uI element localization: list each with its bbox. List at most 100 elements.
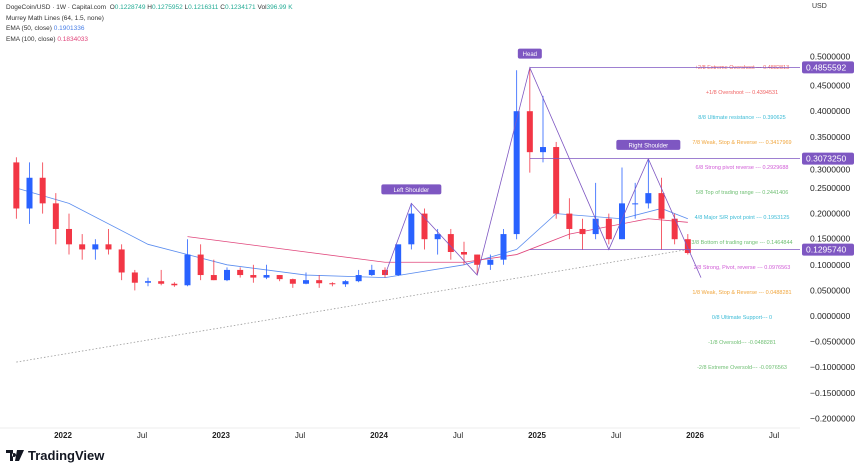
y-tick-label: 0.4000000 [810, 106, 850, 116]
candle-body [92, 244, 99, 250]
murrey-level-label: 5/8 Top of trading range --- 0.2441406 [696, 190, 789, 196]
ema100-label: EMA (100, close) [6, 35, 56, 43]
candle-body [487, 259, 494, 265]
close-label: C [220, 4, 225, 11]
candle-body [263, 275, 270, 278]
tradingview-logo[interactable]: TradingView [6, 448, 104, 463]
x-tick-label: 2023 [212, 431, 230, 440]
candle-body [39, 177, 46, 204]
candle-body [395, 244, 402, 276]
murrey-level-label: 3/8 Bottom of trading range --- 0.146484… [691, 240, 792, 246]
price-level-value: 0.1295740 [806, 245, 846, 255]
chart-legend: DogeCoin/USD · 1W · Capital.com O0.12287… [6, 3, 293, 45]
candle-body [474, 254, 481, 265]
brand-name: TradingView [28, 448, 105, 463]
symbol-title[interactable]: DogeCoin/USD · 1W · Capital.com [6, 4, 107, 11]
candle-body [329, 283, 336, 285]
symbol-ohlc-row: DogeCoin/USD · 1W · Capital.com O0.12287… [6, 3, 293, 14]
y-tick-label: −0.1000000 [810, 362, 855, 372]
candle-body [592, 218, 599, 235]
pattern-label: Right Shoulder [628, 143, 668, 149]
x-tick-label: 2022 [54, 431, 72, 440]
currency-label: USD [812, 3, 827, 10]
price-level-badge [802, 243, 854, 256]
price-level-badge [802, 61, 854, 74]
x-tick-label: Jul [611, 431, 621, 440]
candle-body [421, 213, 428, 240]
candle-body [303, 280, 309, 284]
y-tick-label: 0.1500000 [810, 234, 850, 244]
candle-body [684, 239, 691, 254]
indicator-ema100[interactable]: EMA (100, close) 0.1834033 [6, 35, 293, 46]
y-tick-label: 0.0000000 [810, 311, 850, 321]
pattern-label: Head [523, 52, 537, 58]
candle-body [579, 228, 586, 235]
murrey-level-label: +2/8 Extreme Overshoot --- 0.4882813 [695, 65, 789, 71]
head-shoulders-pattern [384, 66, 702, 278]
candle-body [645, 193, 652, 204]
candle-body [461, 252, 467, 255]
candle-body [224, 269, 230, 281]
y-tick-label: 0.5000000 [810, 51, 850, 61]
candle-body [158, 281, 165, 284]
murrey-level-label: -1/8 Oversold--- -0.0488281 [708, 340, 776, 346]
pattern-label-badge [616, 139, 681, 150]
murrey-level-label: +1/8 Overshoot --- 0.4394531 [706, 90, 778, 96]
candle-body [408, 213, 415, 245]
y-tick-label: −0.1500000 [810, 388, 855, 398]
y-tick-label: 0.3000000 [810, 165, 850, 175]
candle-body [605, 218, 612, 240]
x-tick-label: Jul [137, 431, 147, 440]
y-tick-label: 0.1000000 [810, 260, 850, 270]
high-value: 0.1275952 [152, 4, 183, 11]
candle-body [171, 283, 178, 286]
candle-body [118, 249, 125, 273]
low-value: 0.1216311 [188, 4, 219, 11]
candle-body [316, 280, 323, 284]
murrey-level-label: -2/8 Extreme Oversold--- -0.0976563 [697, 365, 787, 371]
murrey-level-label: 1/8 Weak, Stop & Reverse --- 0.0488281 [692, 290, 791, 296]
candle-body [250, 275, 257, 278]
candle-body [105, 244, 112, 250]
indicator-ema50[interactable]: EMA (50, close) 0.1901336 [6, 24, 293, 35]
ema50-line [16, 187, 688, 279]
low-label: L [184, 4, 189, 11]
candle-body [131, 272, 138, 283]
open-label: O [109, 4, 115, 11]
y-tick-label: −0.0500000 [810, 337, 855, 347]
volume-label: Vol [257, 4, 267, 11]
candle-body [619, 203, 625, 240]
x-tick-label: Jul [769, 431, 779, 440]
candle-body [79, 244, 86, 250]
ema100-value: 0.1834033 [57, 35, 89, 43]
price-level-value: 0.3073250 [806, 154, 846, 164]
open-value: 0.1228749 [114, 4, 146, 11]
candle-body [26, 177, 33, 209]
indicator-murrey[interactable]: Murrey Math Lines (64, 1.5, none) [6, 14, 104, 22]
y-tick-label: −0.2000000 [810, 413, 855, 423]
ema50-value: 0.1901336 [53, 25, 85, 32]
murrey-level-label: 8/8 Ultimate resistance --- 0.390625 [698, 115, 785, 121]
close-value: 0.1234171 [224, 4, 256, 11]
x-tick-label: 2025 [528, 431, 546, 440]
price-level-value: 0.4855592 [806, 62, 846, 72]
y-tick-label: 0.2500000 [810, 183, 850, 193]
candle-body [184, 254, 191, 286]
candle-body [289, 279, 296, 284]
candle-body [658, 193, 665, 219]
candle-body [553, 147, 560, 214]
price-level-badge [802, 152, 854, 165]
x-tick-label: Jul [453, 431, 463, 440]
candle-body [513, 111, 520, 235]
candle-body [382, 269, 388, 276]
murrey-level-label: 4/8 Major S/R pivot point --- 0.1953125 [695, 215, 790, 221]
candle-body [276, 275, 283, 280]
candle-body [342, 281, 349, 285]
candle-body [434, 234, 441, 240]
y-tick-label: 0.2000000 [810, 209, 850, 219]
candle-body [52, 203, 59, 229]
murrey-level-label: 2/8 Strong, Pivot, reverse --- 0.0976563 [694, 265, 791, 271]
y-tick-label: 0.3500000 [810, 132, 850, 142]
y-tick-label: 0.4500000 [810, 81, 850, 91]
